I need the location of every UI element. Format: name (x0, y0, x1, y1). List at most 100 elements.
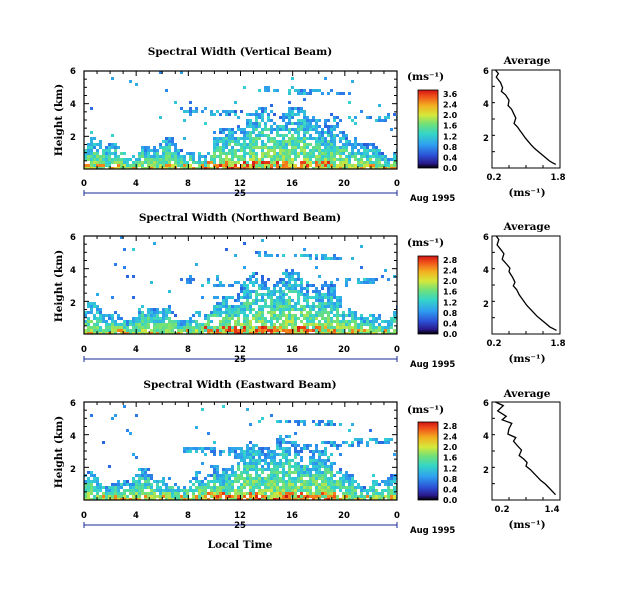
heatmap-cell (348, 323, 351, 326)
heatmap-cell (294, 167, 297, 169)
heatmap-cell (330, 462, 333, 465)
heatmap-cell (219, 137, 222, 140)
heatmap-cell (366, 489, 369, 492)
heatmap-cell (351, 492, 354, 495)
heatmap-cell (354, 317, 357, 320)
heatmap-cell (225, 167, 228, 169)
heatmap-cell (390, 128, 393, 131)
heatmap-cell (243, 471, 246, 474)
heatmap-cell (132, 486, 135, 489)
heatmap-cell (243, 314, 246, 317)
heatmap-cell (330, 489, 333, 492)
heatmap-cell (297, 308, 300, 311)
heatmap-cell (258, 137, 261, 140)
heatmap-cell (93, 474, 96, 477)
heatmap-cell (330, 281, 333, 284)
heatmap-cell (306, 164, 309, 167)
heatmap-cell (246, 122, 249, 125)
heatmap-cell (99, 489, 102, 492)
heatmap-cell (384, 167, 387, 169)
heatmap-cell (315, 293, 318, 296)
heatmap-cell (117, 495, 120, 498)
heatmap-cell (357, 498, 360, 500)
heatmap-cell (123, 492, 126, 495)
heatmap-cell (210, 447, 213, 450)
heatmap-cell (135, 414, 138, 417)
heatmap-cell (237, 489, 240, 492)
heatmap-cell (393, 311, 396, 314)
heatmap-cell (189, 101, 192, 104)
heatmap-cell (294, 290, 297, 293)
profile-y-tick: 4 (483, 266, 489, 276)
heatmap-cell (288, 302, 291, 305)
heatmap-cell (150, 498, 153, 500)
heatmap-cell (264, 251, 267, 254)
heatmap-cell (282, 495, 285, 498)
heatmap-cell (219, 326, 222, 329)
heatmap-cell (282, 146, 285, 149)
heatmap-cell (270, 314, 273, 317)
heatmap-cell (93, 164, 96, 167)
heatmap-cell (153, 480, 156, 483)
heatmap-cell (348, 486, 351, 489)
heatmap-cell (324, 465, 327, 468)
heatmap-cell (291, 465, 294, 468)
heatmap-cell (177, 495, 180, 498)
heatmap-cell (204, 326, 207, 329)
heatmap-cell (318, 462, 321, 465)
heatmap-cell (303, 489, 306, 492)
heatmap-cell (222, 302, 225, 305)
heatmap-cell (330, 465, 333, 468)
heatmap-cell (150, 314, 153, 317)
heatmap-cell (360, 167, 363, 169)
heatmap-cell (255, 296, 258, 299)
heatmap-cell (318, 89, 321, 92)
heatmap-cell (222, 299, 225, 302)
heatmap-cell (213, 140, 216, 143)
heatmap-cell (249, 119, 252, 122)
heatmap-cell (300, 471, 303, 474)
heatmap-cell (246, 465, 249, 468)
heatmap-cell (288, 317, 291, 320)
heatmap-cell (222, 492, 225, 495)
heatmap-cell (366, 441, 369, 444)
heatmap-cell (252, 477, 255, 480)
colorbar-tick-label: 2.8 (443, 422, 458, 431)
heatmap-cell (300, 420, 303, 423)
heatmap-cell (354, 332, 357, 334)
heatmap-cell (324, 77, 327, 80)
heatmap-cell (252, 456, 255, 459)
heatmap-cell (369, 155, 372, 158)
heatmap-cell (225, 495, 228, 498)
heatmap-cell (390, 320, 393, 323)
heatmap-cell (324, 423, 327, 426)
heatmap-cell (297, 167, 300, 169)
heatmap-cell (360, 110, 363, 113)
heatmap-cell (273, 489, 276, 492)
heatmap-cell (297, 468, 300, 471)
heatmap-cell (330, 158, 333, 161)
heatmap-cell (105, 320, 108, 323)
heatmap-cell (252, 164, 255, 167)
heatmap-cell (108, 498, 111, 500)
heatmap-cell (198, 329, 201, 332)
heatmap-cell (246, 296, 249, 299)
heatmap-cell (282, 128, 285, 131)
heatmap-cell (168, 486, 171, 489)
heatmap-cell (342, 167, 345, 169)
heatmap-cell (225, 164, 228, 167)
heatmap-cell (336, 486, 339, 489)
heatmap-cell (282, 447, 285, 450)
heatmap-cell (270, 167, 273, 169)
heatmap-cell (249, 323, 252, 326)
heatmap-cell (114, 489, 117, 492)
heatmap-cell (288, 287, 291, 290)
heatmap-cell (114, 155, 117, 158)
heatmap-cell (204, 161, 207, 164)
heatmap-cell (342, 146, 345, 149)
heatmap-cell (225, 477, 228, 480)
heatmap-cell (270, 140, 273, 143)
heatmap-cell (309, 158, 312, 161)
heatmap-cell (165, 314, 168, 317)
heatmap-cell (114, 263, 117, 266)
